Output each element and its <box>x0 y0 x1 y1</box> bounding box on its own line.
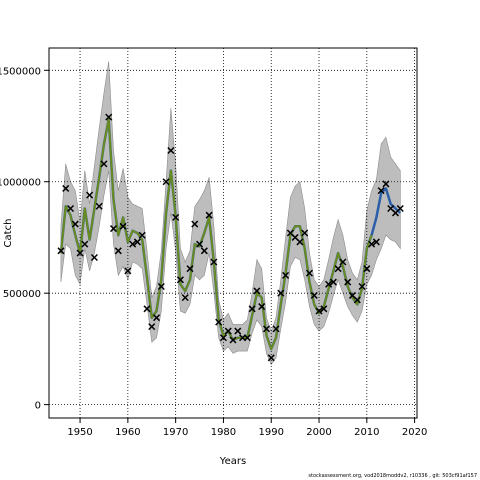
observed-catch-point <box>167 146 175 155</box>
observed-catch-point <box>224 327 232 335</box>
observed-catch-point <box>176 276 184 284</box>
observed-catch-point <box>267 354 275 362</box>
observed-catch-point <box>272 325 280 333</box>
x-tick-label: 1960 <box>115 427 140 438</box>
observed-catch-point <box>372 238 380 246</box>
observed-catch-point <box>210 258 218 266</box>
observed-catch-point <box>114 247 122 255</box>
y-tick-label: 500000 <box>3 289 41 300</box>
observed-catch-point <box>301 229 309 237</box>
observed-catch-point <box>138 231 146 239</box>
x-tick-label: 2010 <box>354 427 379 438</box>
observed-catch-point <box>310 291 318 299</box>
observed-catch-point <box>90 253 98 262</box>
observed-catch-point <box>86 191 94 199</box>
observed-catch-point <box>234 327 242 335</box>
observed-catch-point <box>248 305 256 313</box>
observed-catch-point <box>262 325 270 333</box>
observed-catch-point <box>172 213 180 221</box>
observed-catch-point <box>57 247 65 255</box>
plot-frame <box>48 47 418 419</box>
observed-catch-point <box>186 265 194 273</box>
observed-catch-point <box>382 180 390 188</box>
x-axis-title: Years <box>219 456 246 467</box>
observed-catch-point <box>253 287 261 295</box>
observed-catch-point <box>320 305 328 313</box>
observed-catch-point <box>143 305 151 313</box>
y-axis-title: Catch <box>3 219 14 248</box>
observed-catch-point <box>100 160 108 168</box>
observed-catch-point <box>315 307 323 315</box>
observed-catch-point <box>229 336 237 344</box>
x-tick-label: 1970 <box>163 427 188 438</box>
observed-catch-point <box>344 278 352 286</box>
observed-catch-point <box>157 282 165 291</box>
observed-catch-point <box>133 238 141 246</box>
observed-catch-point <box>66 204 75 213</box>
observed-catch-point <box>62 184 70 192</box>
observed-catch-point <box>353 296 361 304</box>
observed-catch-point <box>205 211 213 219</box>
observed-catch-point <box>377 187 385 195</box>
observed-catch-point <box>105 113 113 121</box>
observed-catch-point <box>358 282 366 291</box>
observed-catch-point <box>181 294 189 302</box>
observed-catch-point <box>277 289 285 297</box>
observed-catch-point <box>124 267 132 275</box>
observed-catch-point <box>243 334 251 342</box>
observed-catch-point <box>76 249 84 257</box>
observed-catch-point <box>191 220 199 228</box>
observed-catch-point <box>334 265 342 273</box>
x-axis: 1950 1960 1970 1980 1990 2000 2010 2020 <box>67 418 427 438</box>
x-tick-label: 1980 <box>211 427 236 438</box>
observed-catch-point <box>305 269 313 277</box>
observed-catch-point <box>396 204 404 213</box>
observed-catch-point <box>258 303 266 311</box>
confidence-band-layer <box>60 61 401 366</box>
x-tick-label: 1990 <box>259 427 284 438</box>
observed-catch-point <box>148 323 156 331</box>
observed-points-layer <box>57 113 404 362</box>
y-tick-label: 1500000 <box>0 66 41 77</box>
observed-catch-point <box>196 240 204 248</box>
y-tick-label: 0 <box>35 401 41 412</box>
confidence-band <box>60 61 401 366</box>
observed-catch-point <box>109 225 118 233</box>
observed-catch-point <box>81 240 89 248</box>
observed-catch-point <box>215 318 223 326</box>
footer-note: stockassessment.org, vod2018moddv2, r103… <box>308 473 477 479</box>
x-tick-label: 2020 <box>402 427 427 438</box>
observed-catch-point <box>368 240 376 248</box>
x-tick-label: 2000 <box>306 427 331 438</box>
observed-catch-point <box>325 280 333 288</box>
y-axis: 0 500000 1000000 1500000 <box>0 66 49 412</box>
observed-catch-point <box>71 220 79 228</box>
observed-catch-point <box>339 258 347 266</box>
x-tick-label: 1950 <box>67 427 92 438</box>
observed-catch-point <box>119 222 127 230</box>
estimate-line <box>59 118 402 351</box>
observed-catch-point <box>363 265 371 273</box>
observed-catch-point <box>153 314 161 322</box>
observed-catch-point <box>129 240 137 248</box>
observed-catch-point <box>282 271 290 279</box>
observed-catch-point <box>162 178 170 186</box>
estimate-lines-layer <box>59 118 402 351</box>
observed-catch-point <box>296 238 304 246</box>
observed-catch-point <box>329 278 337 286</box>
y-tick-label: 1000000 <box>0 178 41 189</box>
observed-catch-point <box>95 202 103 210</box>
observed-catch-point <box>200 247 208 255</box>
observed-catch-point <box>219 334 227 342</box>
